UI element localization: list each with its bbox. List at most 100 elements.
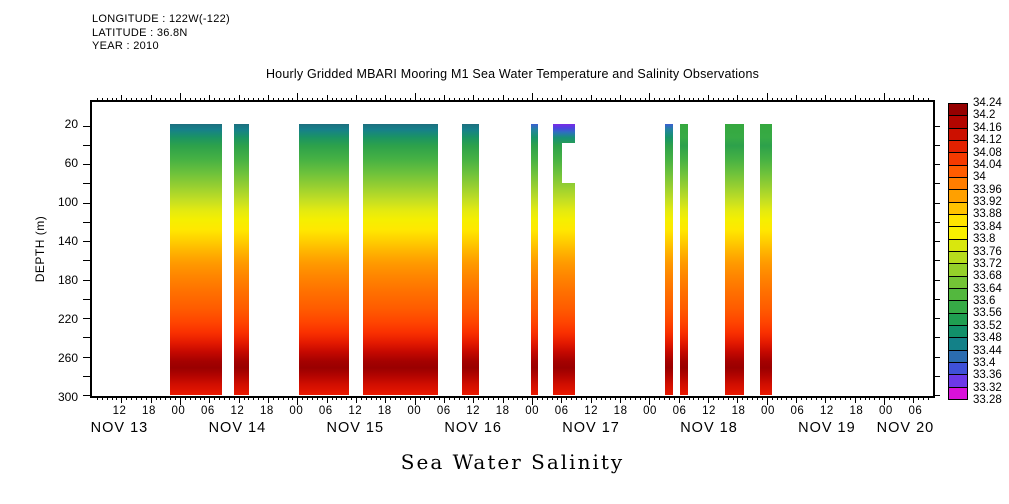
time-tick-bottom [219,396,221,400]
time-tick-bottom [390,396,392,400]
colorbar-cell [948,152,968,166]
hour-tick-label: 06 [318,405,333,417]
time-tick-top [703,98,705,102]
time-tick-bottom [835,396,837,400]
depth-tick-label: 260 [57,351,78,366]
time-tick-top [595,98,597,102]
time-tick-top [888,98,890,102]
time-tick-top [429,98,431,102]
time-tick-bottom [546,396,548,400]
time-tick-bottom [414,396,416,405]
time-tick-top [756,98,758,102]
time-tick-bottom [624,396,626,400]
time-tick-bottom [268,396,270,403]
time-tick-top [380,98,382,102]
colorbar-tick-label: 33.52 [973,319,1002,332]
time-tick-bottom [532,396,534,405]
time-tick-bottom [424,396,426,400]
time-tick-top [903,98,905,102]
time-tick-top [312,98,314,102]
time-tick-bottom [101,396,103,400]
time-tick-top [404,98,406,102]
time-tick-bottom [356,396,358,403]
time-tick-top [194,98,196,102]
salinity-data-band [665,123,674,396]
time-tick-top [326,95,328,102]
hour-tick-label: 06 [672,405,687,417]
time-tick-top [913,95,915,102]
time-tick-bottom [556,396,558,400]
time-tick-bottom [96,396,98,400]
time-tick-bottom [228,396,230,400]
time-tick-top [101,98,103,102]
time-tick-top [590,95,592,102]
time-tick-bottom [869,396,871,400]
time-tick-bottom [468,396,470,400]
time-tick-bottom [791,396,793,400]
time-tick-bottom [351,396,353,400]
time-tick-top [165,98,167,102]
time-tick-top [375,98,377,102]
time-tick-top [624,98,626,102]
salinity-data-band [234,123,250,396]
time-tick-bottom [419,396,421,400]
depth-tick-right [933,125,940,127]
time-tick-top [136,98,137,102]
time-tick-top [473,95,475,102]
time-tick-top [571,98,573,102]
time-tick-top [512,98,514,102]
time-tick-bottom [204,396,206,400]
hour-tick-label: 18 [259,405,274,417]
time-tick-bottom [316,396,318,400]
time-tick-top [126,98,128,102]
time-tick-bottom [566,396,568,400]
date-axis-labels: NOV 13 NOV 14 NOV 15 NOV 16 NOV 17 NOV 18 NOV … [90,420,935,438]
colorbar-tick-label: 33.6 [973,295,996,307]
salinity-data-band [169,123,222,396]
time-tick-top [830,98,832,102]
colorbar-tick-label: 33.8 [973,233,996,246]
time-tick-top [771,98,773,102]
time-tick-top [566,98,568,102]
salinity-data-band [680,123,689,396]
time-tick-bottom [214,396,216,400]
time-tick-top [209,95,211,102]
date-label: NOV 15 [326,420,385,436]
hour-tick-label: 18 [731,405,746,417]
time-tick-bottom [321,396,323,400]
depth-tick-left [83,279,92,281]
time-tick-bottom [742,396,744,400]
date-label: NOV 16 [444,420,502,436]
time-tick-top [796,95,798,102]
depth-tick-right [933,375,940,377]
time-tick-bottom [639,396,641,400]
time-tick-top [629,98,631,102]
latitude-label: LATITUDE : 36.8N [92,26,188,39]
time-tick-bottom [634,396,636,400]
colorbar-cell [948,263,968,277]
time-tick-bottom [297,396,299,405]
time-tick-bottom [712,396,714,400]
time-tick-top [331,98,333,102]
time-tick-bottom [620,396,622,403]
salinity-data-band [552,123,575,396]
date-label: NOV 19 [798,420,856,436]
time-tick-bottom [282,396,284,400]
time-tick-bottom [478,396,480,400]
colorbar-tick-label: 33.88 [973,208,1002,221]
time-tick-bottom [375,396,377,400]
time-tick-bottom [727,396,729,400]
time-tick-top [869,98,871,102]
time-tick-top [864,98,866,102]
time-tick-top [835,98,837,102]
time-tick-bottom [717,396,719,400]
time-tick-top [776,98,778,102]
colorbar-tick-label: 33.4 [973,356,996,369]
time-tick-top [424,98,426,102]
time-tick-bottom [536,396,538,400]
time-tick-bottom [292,396,294,400]
time-tick-bottom [512,396,514,400]
depth-tick-left [83,241,92,243]
time-tick-bottom [326,396,328,403]
time-tick-bottom [527,396,529,400]
